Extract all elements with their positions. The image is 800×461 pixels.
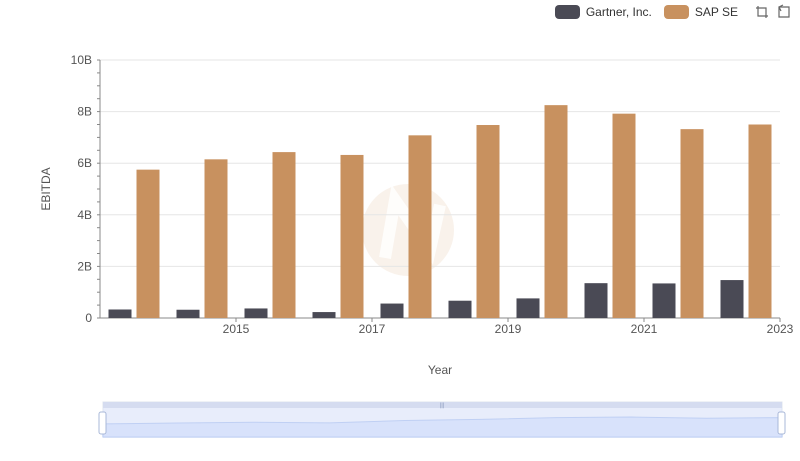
bar-sap-2019[interactable]	[476, 125, 500, 319]
bar-sap-2018[interactable]	[408, 135, 432, 318]
restore-icon[interactable]	[754, 4, 770, 20]
bar-sap-2015[interactable]	[204, 159, 228, 318]
bar-sap-2014[interactable]	[136, 169, 160, 318]
bar-sap-2023[interactable]	[748, 124, 772, 319]
legend-swatch-gartner	[554, 5, 580, 19]
y-tick-label: 0	[85, 311, 92, 325]
bar-gartner-2014[interactable]	[108, 309, 132, 318]
y-tick-label: 10B	[71, 53, 92, 67]
x-tick-label: 2017	[359, 322, 386, 336]
bar-gartner-2017[interactable]	[312, 312, 336, 318]
legend-swatch-sap	[663, 5, 689, 19]
legend-item-sap[interactable]: SAP SE	[663, 5, 738, 19]
bar-sap-2016[interactable]	[272, 152, 296, 318]
zoom-top-bar[interactable]	[103, 402, 782, 408]
y-tick-label: 2B	[77, 259, 92, 273]
legend: Gartner, Inc. SAP SE	[554, 4, 792, 20]
watermark-logo	[362, 184, 454, 276]
grid-lines	[100, 59, 780, 319]
y-tick-label: 6B	[77, 156, 92, 170]
bar-gartner-2022[interactable]	[652, 283, 676, 318]
y-axis-title: EBITDA	[39, 167, 53, 210]
x-tick-label: 2015	[223, 322, 250, 336]
y-axis: 0 2B 4B 6B 8B 10B	[71, 53, 101, 325]
x-tick-label: 2023	[767, 322, 794, 336]
legend-item-gartner[interactable]: Gartner, Inc.	[554, 5, 652, 19]
bar-gartner-2021[interactable]	[584, 283, 608, 318]
bar-gartner-2019[interactable]	[448, 300, 472, 318]
bar-gartner-2016[interactable]	[244, 308, 268, 318]
toolbox	[754, 4, 792, 20]
bar-sap-2020[interactable]	[544, 105, 568, 319]
bar-gartner-2023[interactable]	[720, 280, 744, 318]
legend-label-gartner: Gartner, Inc.	[585, 5, 652, 19]
zoom-handle-left[interactable]	[98, 411, 107, 435]
zoom-handle-right[interactable]	[777, 411, 786, 435]
bar-sap-2022[interactable]	[680, 129, 704, 318]
bar-sap-2021[interactable]	[612, 113, 636, 318]
x-tick-label: 2021	[631, 322, 658, 336]
y-tick-label: 8B	[77, 105, 92, 119]
bar-gartner-2020[interactable]	[516, 298, 540, 318]
bar-gartner-2015[interactable]	[176, 309, 200, 318]
x-tick-label: 2019	[495, 322, 522, 336]
y-tick-label: 4B	[77, 208, 92, 222]
legend-label-sap: SAP SE	[694, 5, 738, 19]
bar-sap-2017[interactable]	[340, 154, 364, 318]
bars-group	[108, 105, 772, 319]
zoom-drag-grip[interactable]: |||	[440, 403, 445, 409]
x-axis-title: Year	[428, 363, 452, 377]
x-axis: 2015 2017 2019 2021 2023	[100, 317, 794, 336]
bar-gartner-2018[interactable]	[380, 303, 404, 318]
zoom-back-icon[interactable]	[776, 4, 792, 20]
zoom-selection[interactable]	[103, 408, 782, 437]
data-zoom-slider[interactable]: |||	[98, 401, 786, 438]
